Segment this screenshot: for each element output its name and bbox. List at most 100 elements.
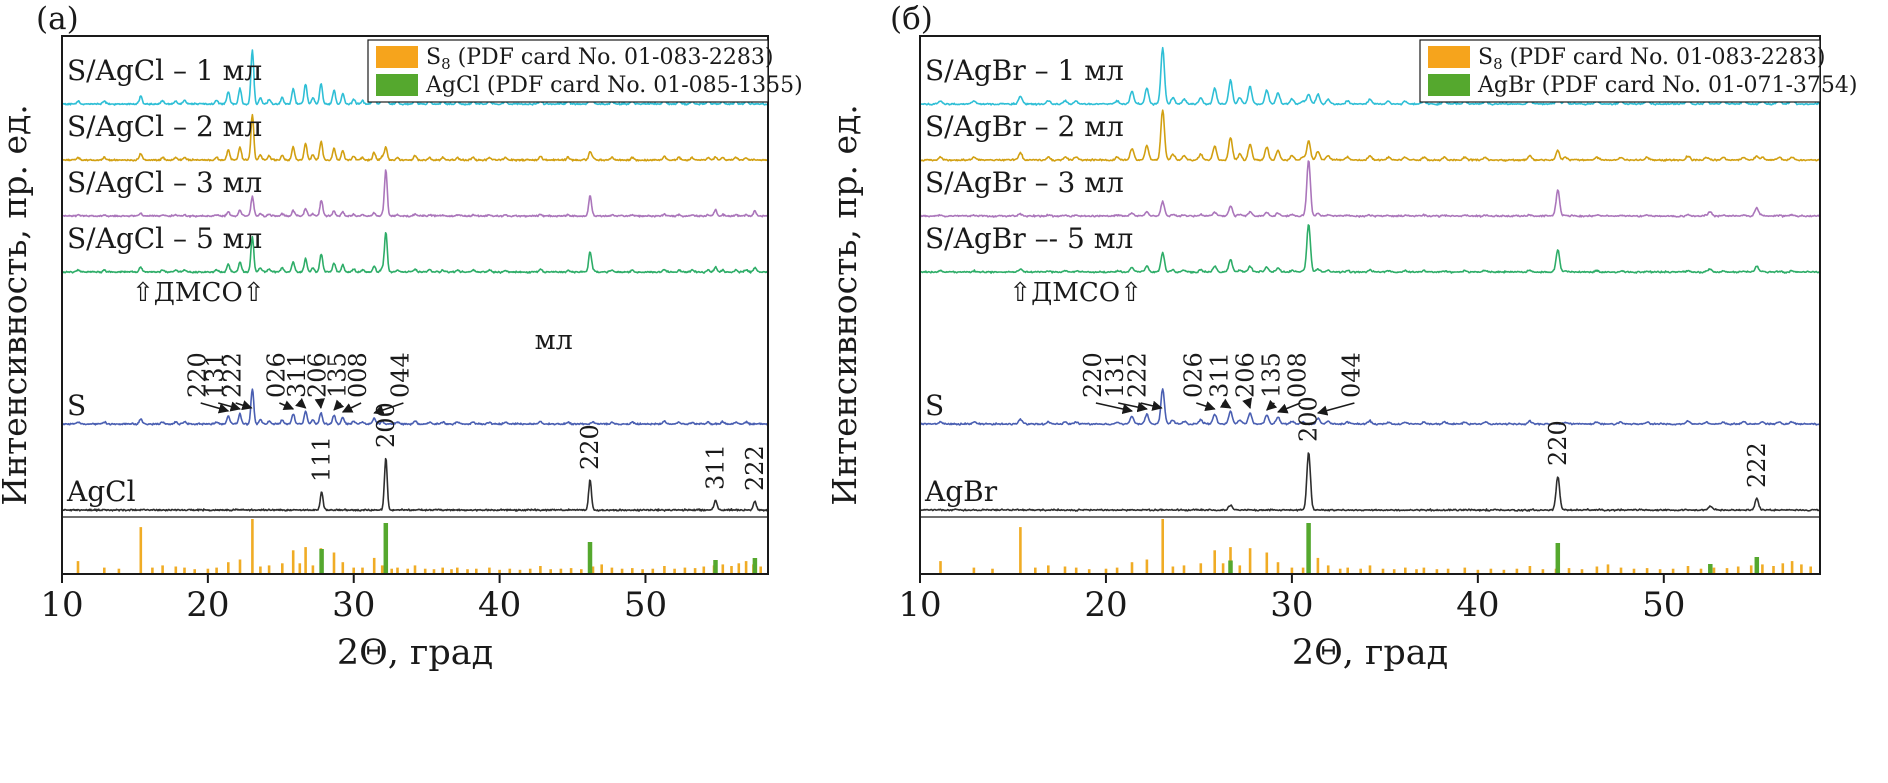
s-peak-label: 220: [1079, 352, 1107, 398]
halide-reference-sticks: [1228, 523, 1760, 573]
x-axis-label: 2Θ, град: [337, 633, 493, 673]
peak-arrow: [333, 399, 345, 411]
s-peak-label: 206: [303, 352, 331, 398]
ref-peak-label: 220: [1544, 420, 1572, 466]
panel-a: (а) Интенсивность, пр. ед. S/AgCl – 1 мл S/…: [0, 0, 830, 783]
s-peak-label: 206: [1231, 352, 1259, 398]
y-axis-label: Интенсивность, пр. ед.: [830, 104, 864, 506]
peak-arrow: [1316, 402, 1355, 416]
s-peak-label: 131: [1101, 352, 1129, 398]
x-tick-label: 10: [40, 585, 83, 625]
s-peak-label: 311: [283, 352, 311, 398]
xrd-trace: [919, 46, 1820, 106]
xrd-trace: [919, 224, 1820, 274]
trace-label: S/AgCl – 1 мл: [67, 54, 262, 87]
x-tick-label: 50: [1642, 585, 1685, 625]
peak-arrow: [1277, 402, 1301, 414]
peak-arrow: [295, 397, 307, 409]
x-axis-label: 2Θ, град: [1292, 633, 1448, 673]
s-peak-label: 026: [1179, 352, 1207, 398]
peak-arrow: [373, 402, 404, 415]
x-tick-label: 20: [1084, 585, 1127, 625]
s-peak-label: 135: [1257, 352, 1285, 398]
trace-label: AgBr: [924, 475, 998, 508]
ref-peak-label: 220: [576, 424, 604, 470]
legend: S8 (PDF card No. 01-083-2283)AgCl (PDF c…: [367, 39, 803, 103]
trace-label: S/AgCl – 3 мл: [67, 166, 262, 199]
xrd-trace: [61, 169, 768, 218]
xrd-plot: (а) Интенсивность, пр. ед. S/AgCl – 1 мл S/…: [0, 1, 803, 673]
dmso-annotation: ⇧ДМСО⇧: [132, 278, 265, 308]
trace-label: S/AgBr – 1 мл: [925, 54, 1124, 87]
peak-arrow: [200, 402, 230, 414]
plot-border: [61, 35, 769, 575]
s-peak-label: 008: [1283, 352, 1311, 398]
xrd-trace: [61, 388, 768, 426]
peak-arrow: [1140, 400, 1163, 411]
peak-arrow: [1196, 401, 1216, 412]
ml-annotation: мл: [535, 325, 573, 356]
trace-label: S/AgBr – 2 мл: [925, 110, 1124, 143]
legend-label: AgCl (PDF card No. 01-085-1355): [425, 73, 803, 98]
x-tick-label: 20: [186, 585, 229, 625]
s8-reference-sticks: [76, 519, 763, 573]
x-tick-label: 10: [898, 585, 941, 625]
peak-arrow: [217, 401, 242, 412]
xrd-trace: [61, 232, 769, 274]
legend: S8 (PDF card No. 01-083-2283)AgBr (PDF c…: [1419, 39, 1857, 103]
xrd-trace: [61, 457, 769, 512]
s-peak-label: 135: [324, 352, 352, 398]
legend-swatch: [376, 74, 418, 96]
y-axis-label: Интенсивность, пр. ед.: [0, 104, 34, 506]
xrd-trace: [61, 113, 768, 162]
s-peak-label: 222: [1124, 352, 1152, 398]
ref-peak-label: 222: [741, 445, 769, 491]
x-tick-label: 40: [1456, 585, 1499, 625]
x-tick-label: 30: [1270, 585, 1313, 625]
xrd-trace: [919, 160, 1821, 218]
peak-arrow: [279, 400, 295, 411]
trace-label: S/AgCl – 5 мл: [67, 222, 262, 255]
ref-peak-label: 111: [308, 436, 336, 482]
xrd-trace: [919, 388, 1820, 426]
s-peak-label: 008: [344, 352, 372, 398]
x-tick-label: 30: [332, 585, 375, 625]
panel-tag: (а): [36, 1, 79, 37]
x-tick-label: 50: [624, 585, 667, 625]
trace-label: AgCl: [66, 475, 136, 508]
halide-reference-sticks: [319, 523, 758, 573]
trace-label: S/AgBr –- 5 мл: [925, 222, 1133, 255]
legend-label: AgBr (PDF card No. 01-071-3754): [1477, 73, 1857, 98]
panel-b: (б) Интенсивность, пр. ед. S/AgBr – 1 мл S/…: [825, 0, 1888, 783]
trace-label: S/AgCl – 2 мл: [67, 110, 262, 143]
s-peak-label: 044: [1337, 352, 1365, 398]
plot-border: [919, 35, 1821, 575]
xrd-plot: (б) Интенсивность, пр. ед. S/AgBr – 1 мл S/…: [825, 1, 1857, 673]
legend-box: [1419, 39, 1821, 103]
s-peak-label: 220: [184, 352, 212, 398]
peak-arrow: [1266, 399, 1278, 411]
legend-swatch: [1428, 74, 1470, 96]
legend-swatch: [376, 46, 418, 68]
peak-arrow: [1219, 398, 1232, 409]
xrd-trace: [919, 109, 1821, 162]
legend-swatch: [1428, 46, 1470, 68]
s-peak-label: 044: [386, 352, 414, 398]
peak-arrow: [1095, 402, 1134, 415]
s-peak-label: 026: [262, 352, 290, 398]
trace-label: S/AgBr – 3 мл: [925, 166, 1124, 199]
s-peak-label: 222: [219, 352, 247, 398]
trace-label: S: [925, 389, 944, 422]
legend-label: S8 (PDF card No. 01-083-2283): [1478, 45, 1825, 73]
peak-arrow: [1242, 397, 1253, 409]
legend-box: [367, 39, 769, 103]
peak-arrow: [235, 400, 253, 411]
s-peak-label: 311: [1205, 352, 1233, 398]
legend-label: S8 (PDF card No. 01-083-2283): [426, 45, 773, 73]
peak-arrow: [314, 398, 325, 410]
s8-reference-sticks: [939, 519, 1813, 573]
peak-arrow: [1118, 401, 1148, 413]
ref-peak-label: 222: [1743, 442, 1771, 488]
xrd-trace: [919, 452, 1820, 512]
